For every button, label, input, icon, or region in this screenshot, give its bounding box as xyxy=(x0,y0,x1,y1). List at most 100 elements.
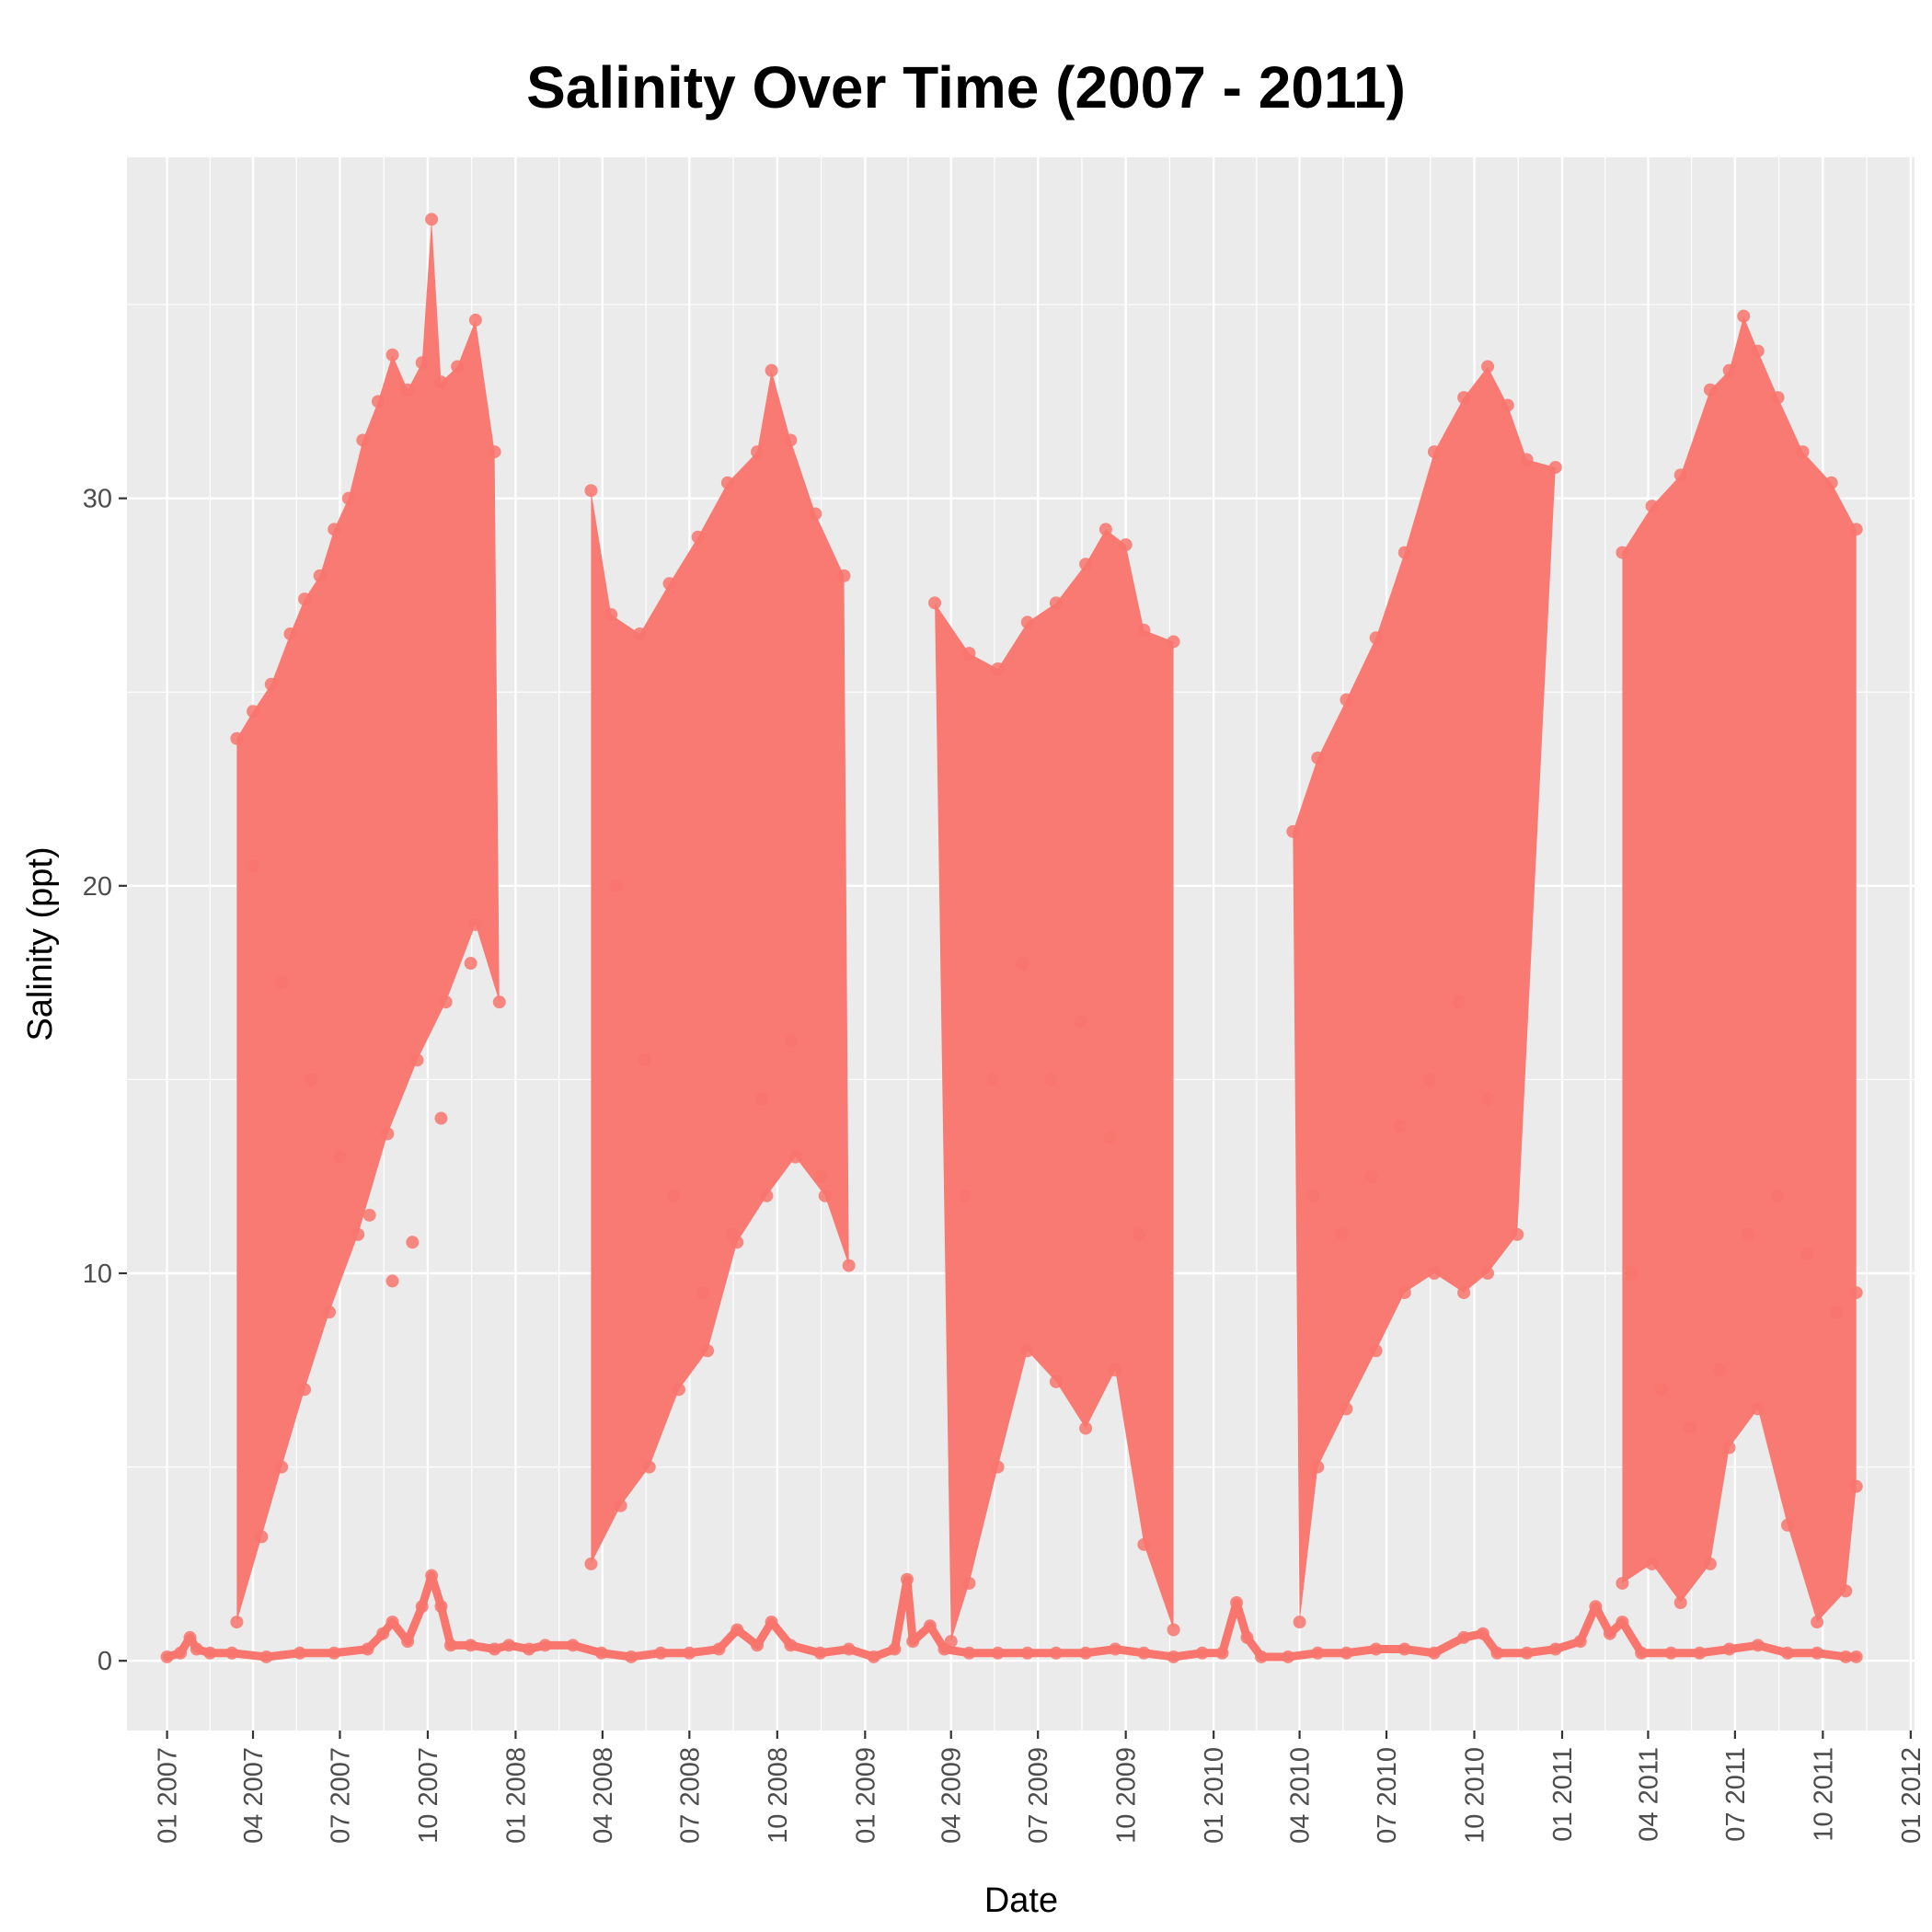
data-point-season_band xyxy=(1364,1169,1378,1183)
data-point-season_high xyxy=(784,433,798,447)
data-point-season_band xyxy=(333,1150,347,1164)
x-tick-label: 04 2010 xyxy=(1286,1747,1316,1844)
x-tick-label: 04 2011 xyxy=(1634,1747,1663,1842)
data-point-baseline xyxy=(765,1616,778,1629)
data-point-season_band xyxy=(784,1034,798,1048)
data-point-season_high xyxy=(751,445,765,459)
data-point-season_high xyxy=(1286,824,1300,838)
data-point-baseline xyxy=(1722,1642,1736,1656)
x-tick-label: 07 2008 xyxy=(675,1747,705,1844)
data-point-baseline xyxy=(784,1639,798,1652)
data-point-season_high xyxy=(264,677,278,691)
data-point-season_low xyxy=(818,1189,832,1202)
data-point-baseline xyxy=(401,1635,415,1649)
y-axis-title: Salinity (ppt) xyxy=(21,846,60,1041)
x-tick-label: 07 2010 xyxy=(1373,1747,1402,1844)
data-point-season_low xyxy=(1427,1267,1441,1281)
data-point-season_high xyxy=(1340,693,1353,707)
data-point-baseline xyxy=(1603,1627,1616,1640)
y-tick-label: 10 xyxy=(83,1259,112,1289)
x-tick-label: 07 2011 xyxy=(1721,1747,1751,1842)
data-point-season_low xyxy=(1703,1557,1717,1570)
data-point-baseline xyxy=(1476,1627,1489,1640)
season-salinity-envelope xyxy=(591,370,849,1564)
data-point-season_low xyxy=(439,995,453,1009)
data-point-baseline xyxy=(594,1646,608,1660)
y-tick-label: 30 xyxy=(83,485,112,514)
data-point-season_low xyxy=(1645,1557,1659,1570)
data-point-baseline xyxy=(1167,1650,1180,1663)
data-point-season_high xyxy=(1673,468,1687,482)
data-point-season_low xyxy=(584,1557,598,1570)
data-point-season_low xyxy=(1722,1441,1736,1455)
data-point-baseline xyxy=(683,1646,696,1660)
data-point-baseline xyxy=(712,1642,726,1656)
data-point-season_band xyxy=(1133,1227,1146,1241)
x-tick-label: 01 2011 xyxy=(1548,1747,1578,1842)
data-point-baseline xyxy=(376,1627,390,1640)
data-point-season_band xyxy=(1849,1286,1863,1300)
x-tick-label: 10 2010 xyxy=(1461,1747,1490,1844)
axes: 0 10 20 30 01 2007 04 2007 07 2007 10 2007 01 20… xyxy=(83,485,1926,1844)
x-axis-title: Date xyxy=(984,1881,1058,1920)
data-point-season_low xyxy=(230,1616,244,1629)
data-point-season_high xyxy=(415,356,429,370)
data-point-season_high xyxy=(247,705,260,719)
data-point-baseline xyxy=(1255,1650,1269,1663)
data-point-season_high xyxy=(720,476,734,489)
data-point-season_high xyxy=(765,363,778,377)
data-point-season_low xyxy=(1511,1227,1524,1241)
data-point-season_high xyxy=(1457,391,1471,405)
data-point-baseline xyxy=(502,1639,516,1652)
data-point-season_high xyxy=(1520,453,1534,466)
data-point-season_high xyxy=(425,213,439,226)
data-point-baseline xyxy=(488,1642,501,1656)
data-point-season_high xyxy=(1703,383,1717,397)
x-tick-label: 10 2008 xyxy=(764,1747,793,1844)
data-point-baseline xyxy=(1282,1650,1295,1663)
data-point-season_high xyxy=(662,577,676,591)
data-point-season_low xyxy=(1811,1616,1824,1629)
data-point-season_band xyxy=(464,957,477,971)
data-point-season_high xyxy=(488,445,501,459)
data-point-baseline xyxy=(1020,1646,1034,1660)
data-fill-layer xyxy=(236,219,1857,1642)
data-point-season_band xyxy=(1104,1131,1118,1144)
data-point-season_high xyxy=(1167,635,1180,649)
data-point-season_band xyxy=(755,1092,769,1106)
data-point-season_low xyxy=(1293,1616,1306,1629)
data-point-baseline xyxy=(183,1630,197,1644)
data-point-season_high xyxy=(1481,360,1495,374)
data-point-season_high xyxy=(604,607,618,621)
data-point-season_band xyxy=(1684,1421,1697,1435)
data-point-season_high xyxy=(1137,623,1151,637)
data-point-season_band xyxy=(1742,1227,1755,1241)
data-point-season_band xyxy=(247,859,260,873)
data-point-baseline xyxy=(1137,1646,1151,1660)
data-point-season_low xyxy=(1311,1460,1325,1474)
data-point-baseline xyxy=(888,1642,902,1656)
data-point-season_low xyxy=(1369,1344,1383,1358)
data-point-season_band xyxy=(1393,1119,1407,1133)
data-point-season_high xyxy=(1311,751,1325,765)
data-point-season_high xyxy=(356,433,370,447)
data-point-baseline xyxy=(923,1619,937,1633)
data-point-season_band xyxy=(406,1236,420,1249)
data-point-season_low xyxy=(1673,1596,1687,1610)
data-point-season_band xyxy=(1800,1247,1814,1260)
x-tick-label: 01 2007 xyxy=(154,1747,183,1844)
data-point-baseline xyxy=(434,1600,448,1614)
data-point-baseline xyxy=(225,1646,239,1660)
data-point-season_high xyxy=(1548,460,1562,474)
data-point-season_high xyxy=(1824,476,1838,489)
data-point-baseline xyxy=(991,1646,1005,1660)
data-point-season_band xyxy=(813,1169,827,1183)
data-point-season_band xyxy=(275,976,289,990)
data-point-season_high xyxy=(283,627,297,641)
x-tick-label: 10 2009 xyxy=(1112,1747,1142,1844)
data-point-season_high xyxy=(1369,631,1383,645)
data-point-baseline xyxy=(1589,1600,1603,1614)
data-point-baseline xyxy=(385,1616,399,1629)
data-point-baseline xyxy=(538,1639,552,1652)
data-point-baseline xyxy=(160,1650,174,1663)
